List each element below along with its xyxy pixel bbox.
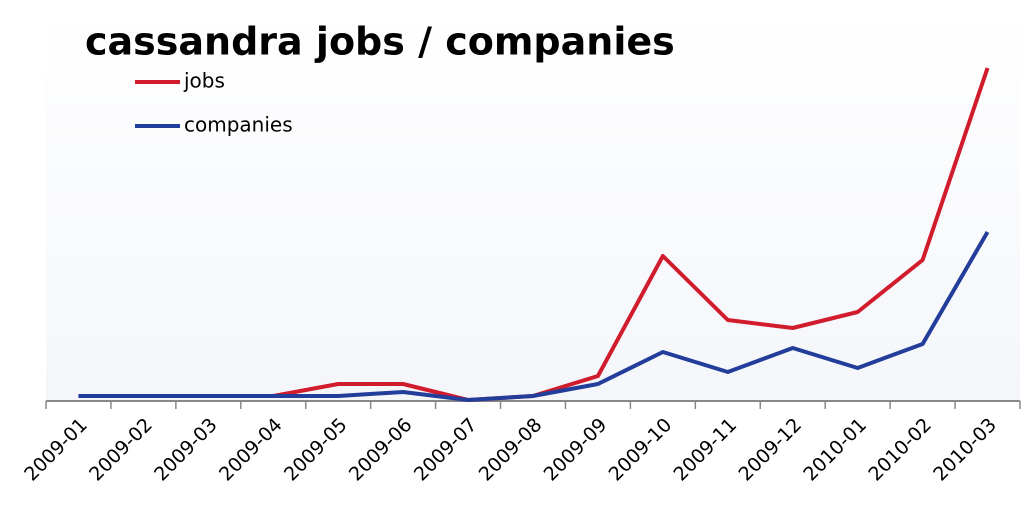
legend-label: jobs xyxy=(183,69,225,93)
x-tick-label: 2009-09 xyxy=(540,414,612,486)
x-tick-label: 2009-04 xyxy=(215,414,287,486)
x-tick-label: 2009-06 xyxy=(345,414,417,486)
plot-area xyxy=(46,8,1020,401)
x-tick-label: 2009-03 xyxy=(150,414,222,486)
x-tick-label: 2010-02 xyxy=(864,414,936,486)
x-tick-label: 2010-03 xyxy=(929,414,1001,486)
x-tick-label: 2009-05 xyxy=(280,414,352,486)
x-tick-label: 2010-01 xyxy=(799,414,871,486)
x-tick-label: 2009-12 xyxy=(734,414,806,486)
x-tick-label: 2009-07 xyxy=(410,414,482,486)
x-tick-label: 2009-08 xyxy=(475,414,547,486)
x-tick-label: 2009-02 xyxy=(85,414,157,486)
data-line xyxy=(78,230,990,402)
legend: jobs companies xyxy=(135,69,293,137)
legend-label: companies xyxy=(184,113,293,137)
x-tick-label: 2009-10 xyxy=(605,414,677,486)
x-tick-label: 2009-11 xyxy=(670,414,742,486)
x-tick-label: 2009-01 xyxy=(20,414,92,486)
chart-title: cassandra jobs / companies xyxy=(85,20,675,64)
